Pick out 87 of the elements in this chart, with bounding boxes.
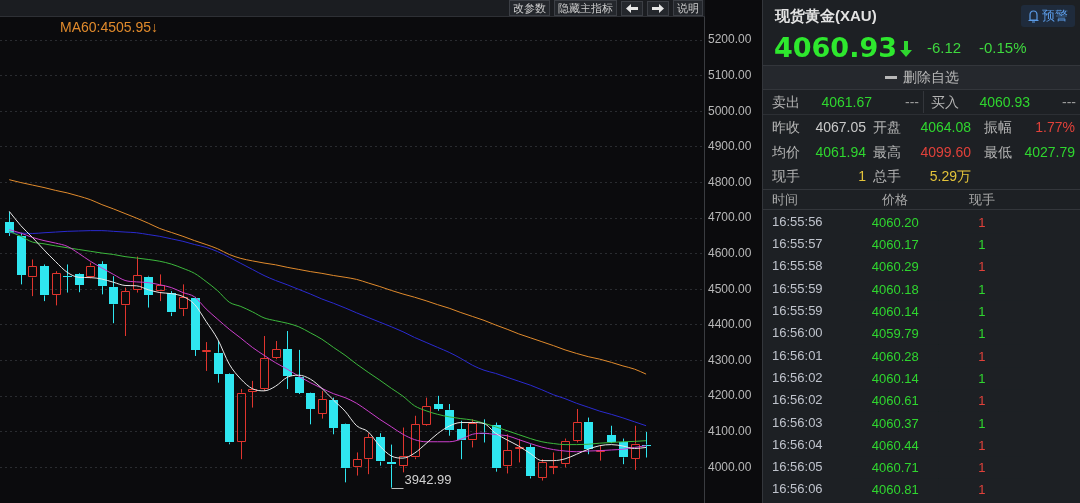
text: 最高 [873,143,901,161]
text: 4060.93 [774,32,897,63]
y-tick-label: 4800.00 [708,174,752,189]
text: 最低 [984,143,1012,161]
data-label: 4060.20 [871,214,919,230]
data-label: 1 [978,482,986,498]
data-label: 4060.18 [871,281,919,297]
data-label: 4060.14 [871,303,919,319]
text: 4099.60 [920,143,971,161]
y-tick-label: 4700.00 [708,210,752,225]
y-tick-label: 16:55:59 [772,280,823,296]
text: 卖出 [772,93,800,111]
data-label: 1 [978,259,986,275]
text: 说明 [673,0,703,16]
text: 删除自选 [903,68,959,87]
data-label: 1 [978,415,986,431]
y-tick-label: 4100.00 [708,424,752,439]
y-tick-label: 4200.00 [708,388,752,403]
text: --- [905,93,919,111]
text: 4064.08 [920,118,971,136]
text: MA60:4505.95↓ [60,19,159,35]
data-label: 4060.61 [871,393,919,409]
text: 4067.05 [815,118,866,136]
data-label: 4060.44 [871,437,919,453]
text: 4061.67 [821,93,872,111]
y-tick-label: 4300.00 [708,352,752,367]
y-tick-label: 16:56:00 [772,325,823,341]
text: 4061.94 [815,143,866,161]
data-label: 1 [978,214,986,230]
y-tick-label: 16:55:58 [772,258,823,274]
text: 改参数 [509,0,550,16]
y-tick-label: 16:55:56 [772,213,823,229]
y-tick-label: 16:55:57 [772,236,823,252]
text: 1.77% [1035,118,1075,136]
text: 1 [858,167,866,185]
data-label: 1 [978,370,986,386]
y-tick-label: 16:56:03 [772,414,823,430]
annotation: 3942.99 [404,471,452,487]
y-tick-label: 16:56:04 [772,436,823,452]
data-label: 4060.81 [871,482,919,498]
y-tick-label: 4500.00 [708,281,752,296]
text: 均价 [772,143,800,161]
data-label: 1 [978,326,986,342]
text: 振幅 [984,118,1012,136]
data-label: 4060.28 [871,348,919,364]
text: 预警 [1042,7,1068,25]
data-label: 1 [978,281,986,297]
y-tick-label: 16:55:59 [772,302,823,318]
data-label: 4060.14 [871,370,919,386]
y-tick-label: 16:56:05 [772,459,823,475]
y-tick-label: 16:56:01 [772,347,823,363]
text: 开盘 [873,118,901,136]
y-axis-title: 时间 [772,191,798,209]
y-tick-label: 5000.00 [708,103,752,118]
data-label: 4060.71 [871,460,919,476]
text: --- [1062,93,1076,111]
y-tick-label: 16:56:02 [772,392,823,408]
y-tick-label: 16:56:06 [772,481,823,497]
data-label: 1 [978,437,986,453]
text: 现货黄金(XAU) [775,7,877,25]
data-label: 1 [978,393,986,409]
data-label: 4060.29 [871,259,919,275]
y-tick-label: 16:56:02 [772,369,823,385]
data-label: 4060.37 [871,415,919,431]
text: 4027.79 [1024,143,1075,161]
data-label: 4060.17 [871,237,919,253]
y-tick-label: 5200.00 [708,32,752,47]
data-label: 1 [978,348,986,364]
text: -6.12 [927,39,962,57]
text: 5.29万 [929,167,971,185]
y-tick-label: 4900.00 [708,139,752,154]
text: 隐藏主指标 [554,0,617,16]
x-tick-label: 价格 [881,191,909,207]
data-label: 1 [978,460,986,476]
y-tick-label: 4000.00 [708,459,752,474]
text: 4060.93 [979,93,1030,111]
text: 现手 [772,167,800,185]
text: 买入 [931,93,959,111]
y-tick-label: 4600.00 [708,246,752,261]
text: -0.15% [979,39,1027,57]
data-label: 1 [978,303,986,319]
text: 总手 [873,167,901,185]
y-tick-label: 4400.00 [708,317,752,332]
y-tick-label: 5100.00 [708,68,752,83]
data-label: 4059.79 [871,326,919,342]
text: 昨收 [772,118,800,136]
data-label: 1 [978,237,986,253]
